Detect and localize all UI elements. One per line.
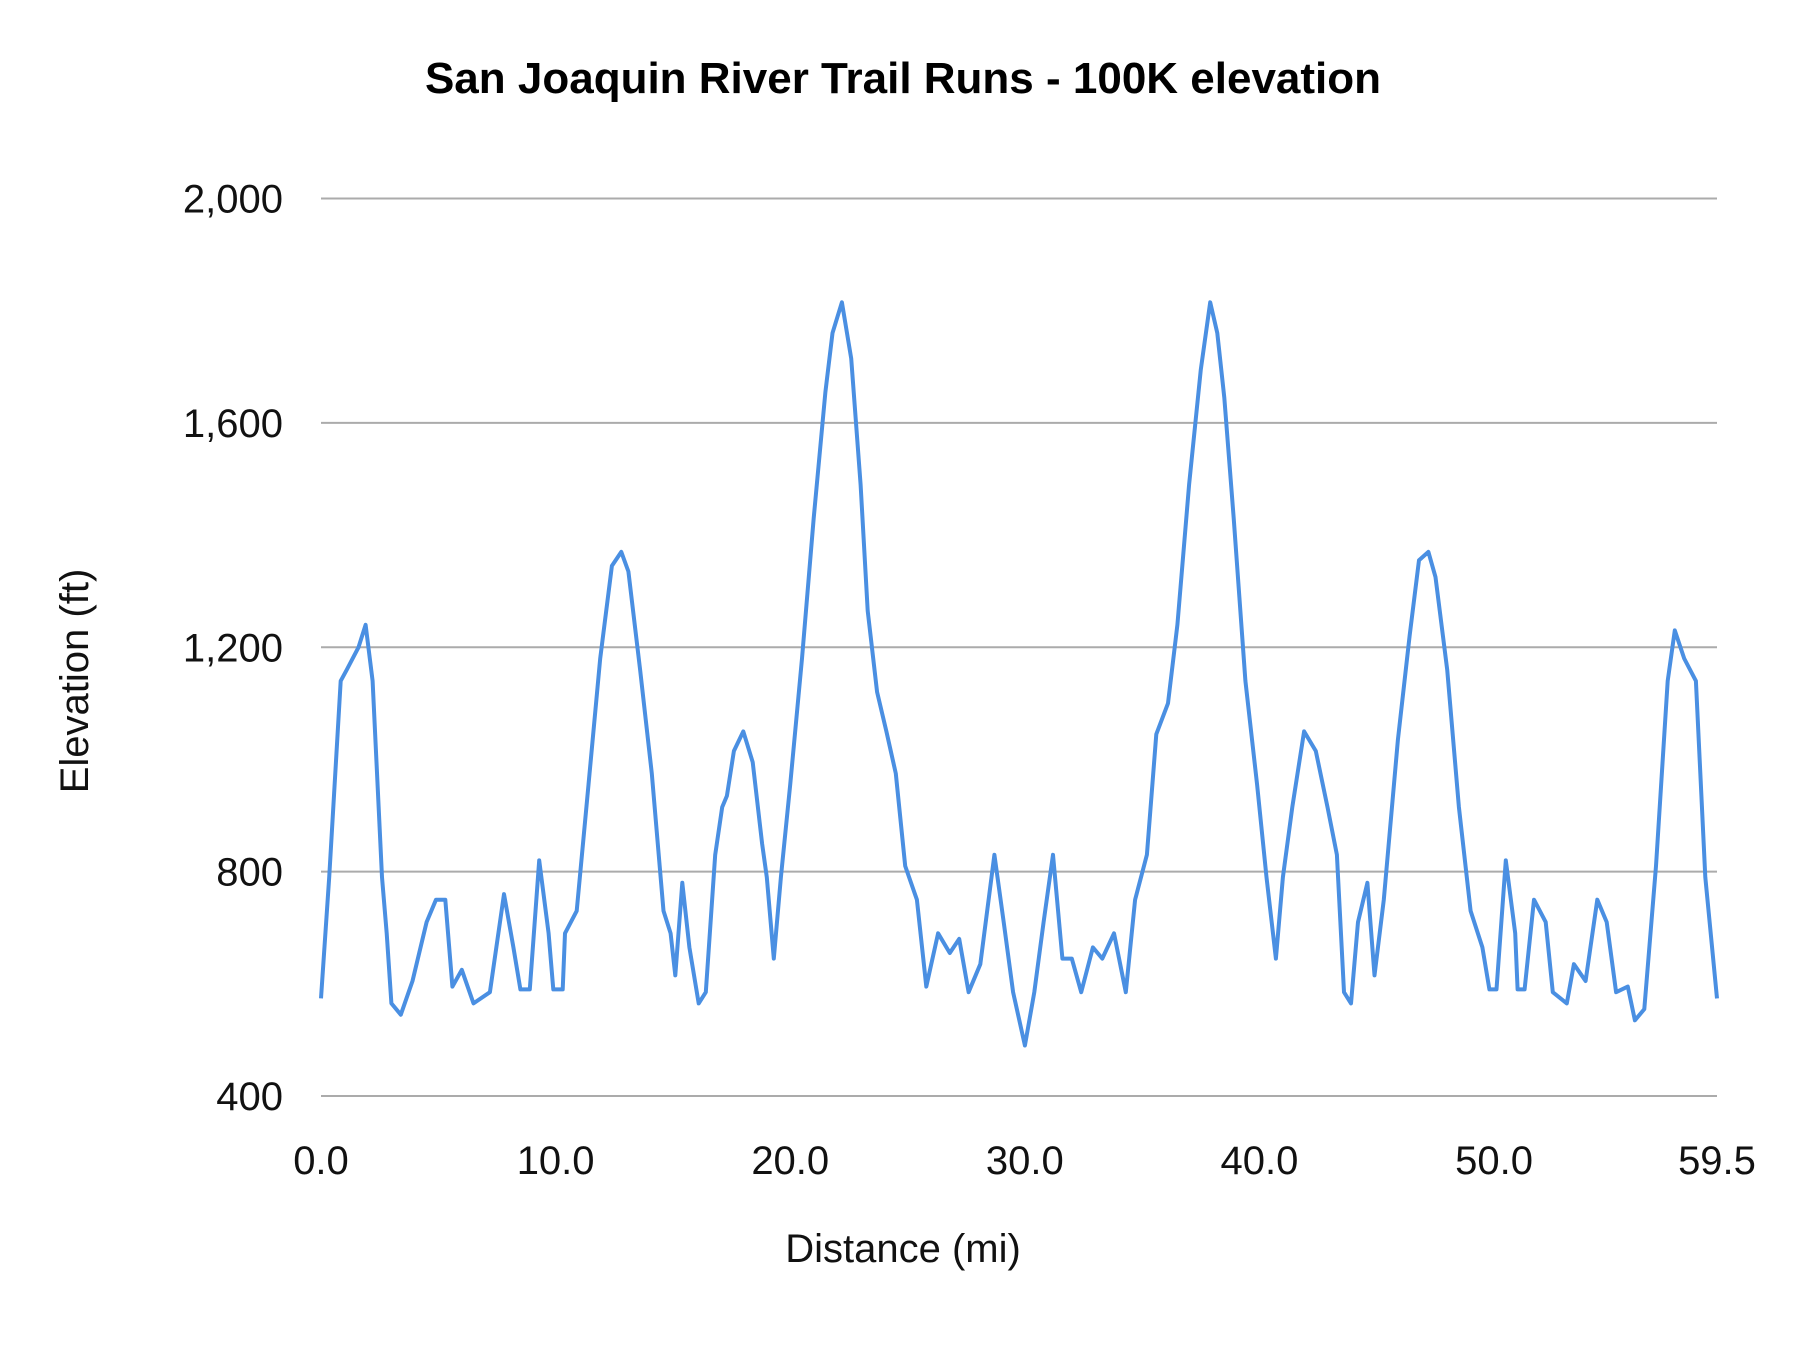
x-tick-label: 50.0 bbox=[1455, 1139, 1533, 1183]
gridlines bbox=[321, 197, 1717, 1097]
y-axis-label: Elevation (ft) bbox=[53, 569, 97, 794]
x-tick-label: 10.0 bbox=[517, 1139, 595, 1183]
x-axis-ticks: 0.0 10.0 20.0 30.0 40.0 50.0 59.5 bbox=[293, 1139, 1756, 1183]
x-tick-label: 59.5 bbox=[1678, 1139, 1756, 1183]
y-tick-label: 800 bbox=[216, 851, 283, 895]
y-tick-label: 400 bbox=[216, 1075, 283, 1119]
x-tick-label: 20.0 bbox=[751, 1139, 829, 1183]
elevation-line bbox=[319, 300, 1719, 1048]
chart-title: San Joaquin River Trail Runs - 100K elev… bbox=[425, 54, 1381, 103]
y-tick-label: 2,000 bbox=[183, 178, 283, 222]
x-axis-label: Distance (mi) bbox=[785, 1227, 1021, 1271]
y-tick-label: 1,600 bbox=[183, 402, 283, 446]
x-tick-label: 0.0 bbox=[293, 1139, 349, 1183]
series-group bbox=[319, 300, 1719, 1048]
x-tick-label: 30.0 bbox=[986, 1139, 1064, 1183]
x-tick-label: 40.0 bbox=[1221, 1139, 1299, 1183]
y-tick-label: 1,200 bbox=[183, 626, 283, 670]
y-axis-ticks: 2,000 1,600 1,200 800 400 bbox=[183, 178, 283, 1120]
